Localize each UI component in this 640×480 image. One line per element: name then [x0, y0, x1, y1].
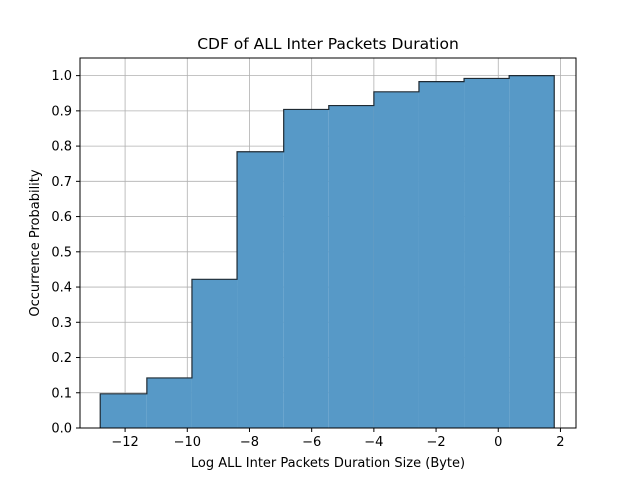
histogram-bar	[328, 105, 374, 429]
x-tick-label: −6	[302, 435, 321, 450]
x-tick-label: 0	[494, 435, 502, 450]
x-tick-label: −4	[364, 435, 383, 450]
y-tick-label: 0.1	[51, 386, 72, 401]
y-tick-label: 0.6	[51, 210, 72, 225]
histogram-bar	[418, 81, 465, 428]
histogram-bar	[146, 377, 192, 428]
x-tick-label: 2	[556, 435, 564, 450]
y-tick-label: 0.5	[51, 245, 72, 260]
x-axis-label: Log ALL Inter Packets Duration Size (Byt…	[191, 456, 465, 471]
chart-title: CDF of ALL Inter Packets Duration	[197, 35, 459, 53]
histogram-bars	[100, 75, 555, 429]
y-axis-ticks: 0.0 0.1 0.2 0.3 0.4 0.5 0.6 0.7 0.8 0.9 1.0	[51, 69, 80, 437]
y-tick-label: 0.2	[51, 351, 72, 366]
x-tick-label: −8	[240, 435, 259, 450]
y-tick-label: 0.9	[51, 104, 72, 119]
x-tick-label: −12	[111, 435, 138, 450]
x-tick-label: −2	[426, 435, 445, 450]
histogram-bar	[283, 109, 329, 428]
y-tick-label: 0.0	[51, 422, 72, 437]
y-tick-label: 0.3	[51, 316, 72, 331]
histogram-bar	[237, 151, 284, 428]
y-tick-label: 0.8	[51, 140, 72, 155]
x-tick-label: −10	[174, 435, 201, 450]
y-tick-label: 0.7	[51, 175, 72, 190]
histogram-bar	[373, 91, 419, 428]
y-tick-label: 1.0	[51, 69, 72, 84]
plot-frame	[79, 57, 577, 429]
histogram-bar	[509, 75, 555, 428]
histogram-bar	[100, 393, 147, 428]
y-tick-label: 0.4	[51, 281, 72, 296]
cdf-step-outline	[99, 75, 555, 428]
histogram-bar	[464, 78, 510, 428]
x-axis-ticks: −12 −10 −8 −6 −4 −2 0 2	[111, 428, 565, 450]
histogram-bar	[191, 279, 238, 428]
y-axis-label: Occurrence Probability	[28, 169, 43, 316]
